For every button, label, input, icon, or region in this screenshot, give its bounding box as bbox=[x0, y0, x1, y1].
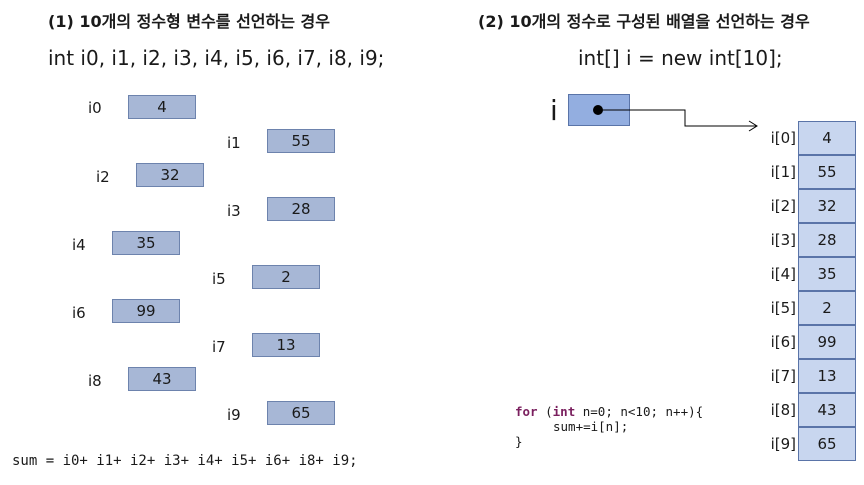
variable-label: i8 bbox=[88, 372, 102, 390]
variable-value-box: 4 bbox=[128, 95, 196, 119]
variable-label: i7 bbox=[212, 338, 226, 356]
array-cell: 43 bbox=[798, 393, 856, 427]
arrow-head bbox=[748, 120, 758, 132]
loop-head-open: ( bbox=[537, 404, 553, 419]
array-index-label: i[5] bbox=[770, 299, 796, 317]
right-declaration: int[] i = new int[10]; bbox=[578, 46, 783, 70]
array-index-label: i[3] bbox=[770, 231, 796, 249]
sum-code: sum = i0+ i1+ i2+ i3+ i4+ i5+ i6+ i8+ i9… bbox=[12, 453, 358, 469]
variable-label: i6 bbox=[72, 304, 86, 322]
loop-head-rest: n=0; n<10; n++){ bbox=[575, 404, 704, 419]
variable-label: i1 bbox=[227, 134, 241, 152]
variable-label: i2 bbox=[96, 168, 110, 186]
loop-body-line: sum+=i[n]; bbox=[553, 419, 629, 434]
array-cell: 13 bbox=[798, 359, 856, 393]
variable-value-box: 35 bbox=[112, 231, 180, 255]
variable-value-box: 43 bbox=[128, 367, 196, 391]
array-cell: 65 bbox=[798, 427, 856, 461]
array-cell: 32 bbox=[798, 189, 856, 223]
array-cell: 35 bbox=[798, 257, 856, 291]
array-cell: 2 bbox=[798, 291, 856, 325]
array-index-label: i[4] bbox=[770, 265, 796, 283]
reference-variable-label: i bbox=[550, 94, 558, 127]
loop-close-line: } bbox=[515, 434, 523, 449]
array-index-label: i[0] bbox=[770, 129, 796, 147]
variable-value-box: 13 bbox=[252, 333, 320, 357]
array-index-label: i[8] bbox=[770, 401, 796, 419]
variable-label: i5 bbox=[212, 270, 226, 288]
variable-value-box: 55 bbox=[267, 129, 335, 153]
loop-head-line: for (int n=0; n<10; n++){ bbox=[515, 404, 703, 419]
array-index-label: i[6] bbox=[770, 333, 796, 351]
keyword-int: int bbox=[552, 404, 576, 419]
variable-value-box: 28 bbox=[267, 197, 335, 221]
array-cell: 4 bbox=[798, 121, 856, 155]
variable-value-box: 99 bbox=[112, 299, 180, 323]
variable-label: i3 bbox=[227, 202, 241, 220]
array-index-label: i[7] bbox=[770, 367, 796, 385]
keyword-for: for bbox=[515, 404, 538, 419]
left-title: (1) 10개의 정수형 변수를 선언하는 경우 bbox=[48, 12, 330, 31]
for-loop-code: for (int n=0; n<10; n++){sum+=i[n];} bbox=[515, 404, 703, 449]
array-cell: 99 bbox=[798, 325, 856, 359]
arrow-line bbox=[598, 109, 757, 127]
variable-label: i9 bbox=[227, 406, 241, 424]
array-cell: 55 bbox=[798, 155, 856, 189]
right-title: (2) 10개의 정수로 구성된 배열을 선언하는 경우 bbox=[478, 12, 810, 31]
variable-label: i4 bbox=[72, 236, 86, 254]
variable-value-box: 2 bbox=[252, 265, 320, 289]
array-cell: 28 bbox=[798, 223, 856, 257]
array-index-label: i[2] bbox=[770, 197, 796, 215]
left-declaration: int i0, i1, i2, i3, i4, i5, i6, i7, i8, … bbox=[48, 46, 385, 70]
variable-value-box: 32 bbox=[136, 163, 204, 187]
array-index-label: i[1] bbox=[770, 163, 796, 181]
variable-label: i0 bbox=[88, 99, 102, 117]
variable-value-box: 65 bbox=[267, 401, 335, 425]
array-index-label: i[9] bbox=[770, 435, 796, 453]
